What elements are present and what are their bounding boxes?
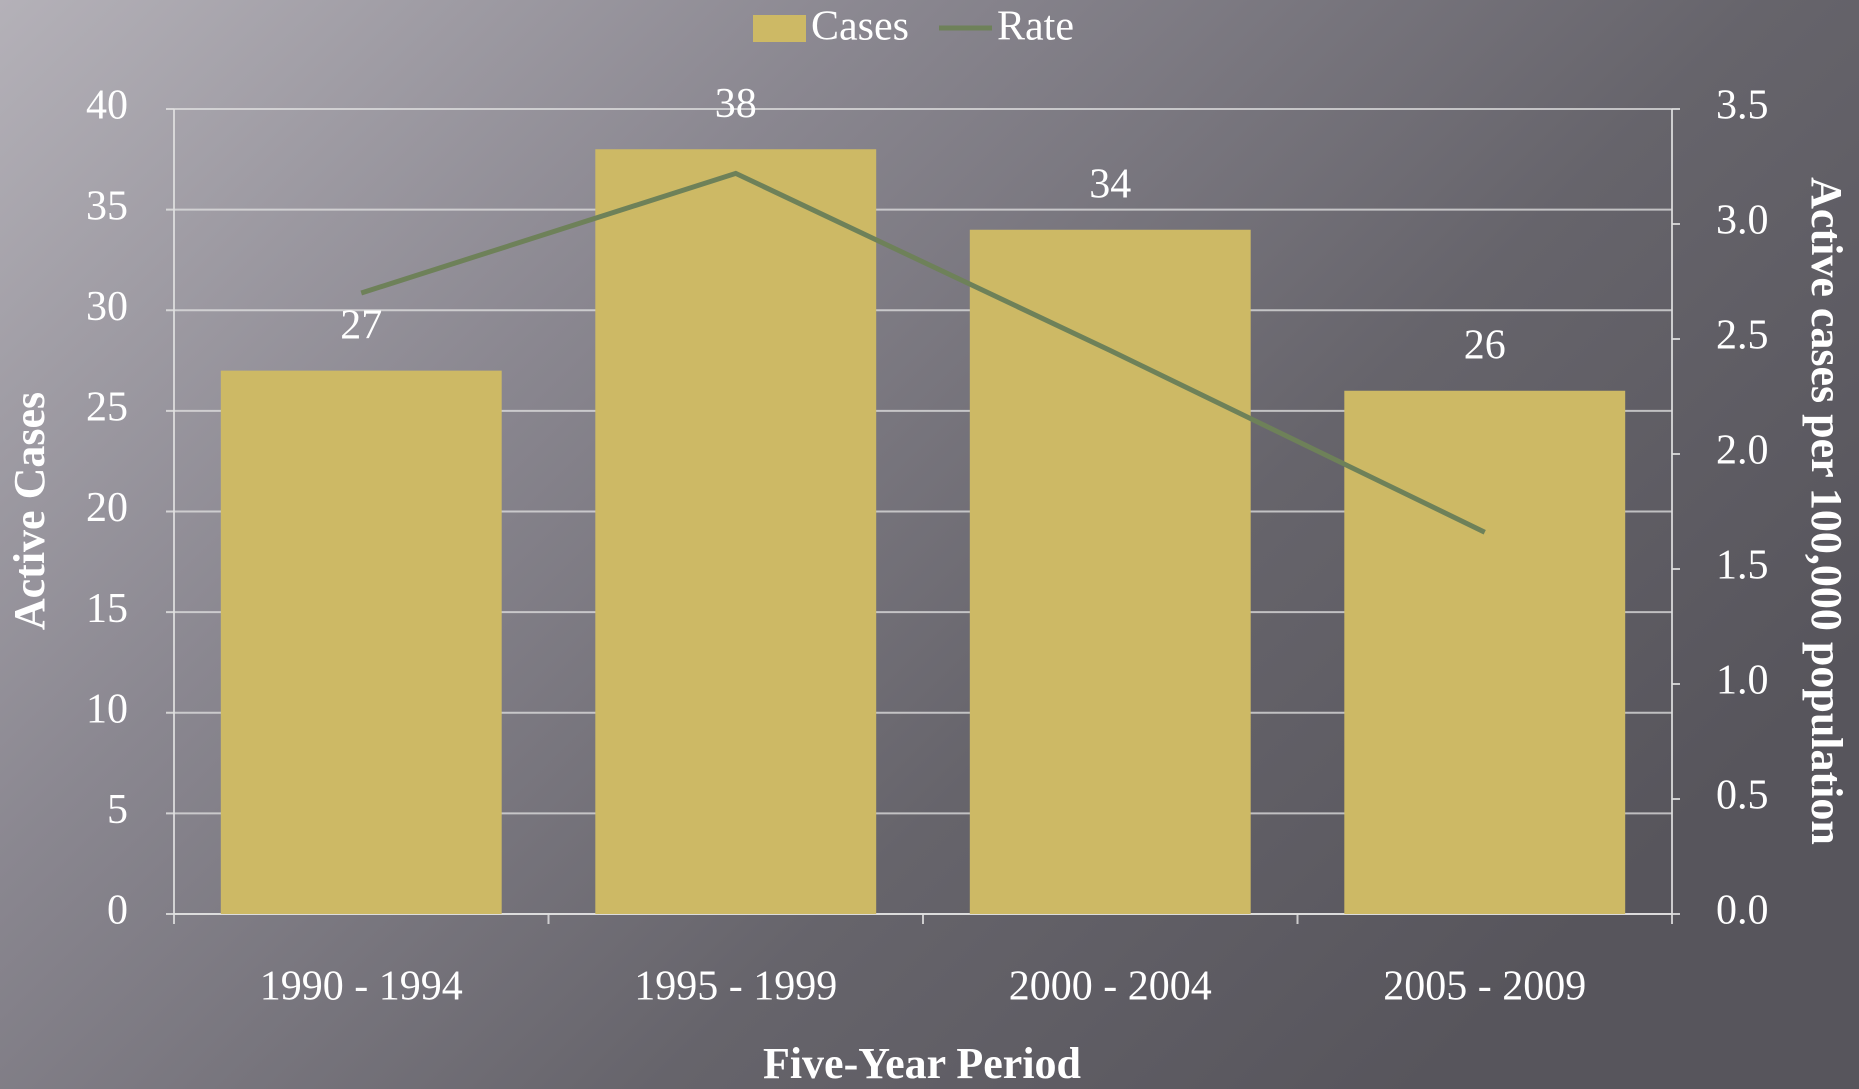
y2-tick-label: 2.0 [1716,428,1769,474]
bar [969,229,1251,914]
y-axis-title: Active Cases [5,392,54,630]
x-tick-label: 1990 - 1994 [260,964,463,1010]
bar [1344,390,1626,914]
bar [595,149,877,914]
y2-tick-label: 1.0 [1716,658,1769,704]
data-label: 34 [1089,161,1131,207]
x-axis-title: Five-Year Period [763,1039,1081,1088]
y-tick-label: 35 [86,183,128,229]
y-tick-label: 40 [86,83,128,129]
y2-tick-label: 1.5 [1716,543,1769,589]
legend-label: Cases [811,4,909,50]
y-tick-label: 20 [86,485,128,531]
y2-tick-label: 2.5 [1716,313,1769,359]
y-tick-label: 0 [107,888,128,934]
y2-tick-label: 0.5 [1716,773,1769,819]
y2-axis-title: Active cases per 100,000 population [1802,177,1851,845]
line [360,170,1486,535]
y-tick-label: 5 [107,787,128,833]
y-tick-label: 15 [86,586,128,632]
x-tick-label: 2000 - 2004 [1009,964,1212,1010]
y2-tick-label: 3.0 [1716,198,1769,244]
data-label: 27 [340,302,382,348]
y-tick-label: 25 [86,385,128,431]
data-label: 26 [1464,322,1506,368]
y-tick-label: 10 [86,686,128,732]
legend-swatch [753,15,806,42]
x-tick-label: 1995 - 1999 [634,964,837,1010]
y2-tick-label: 3.5 [1716,83,1769,129]
bar [220,370,502,914]
data-label: 38 [715,81,757,127]
y-tick-label: 30 [86,284,128,330]
y2-tick-label: 0.0 [1716,888,1769,934]
legend-label: Rate [997,4,1074,50]
x-tick-label: 2005 - 2009 [1383,964,1586,1010]
